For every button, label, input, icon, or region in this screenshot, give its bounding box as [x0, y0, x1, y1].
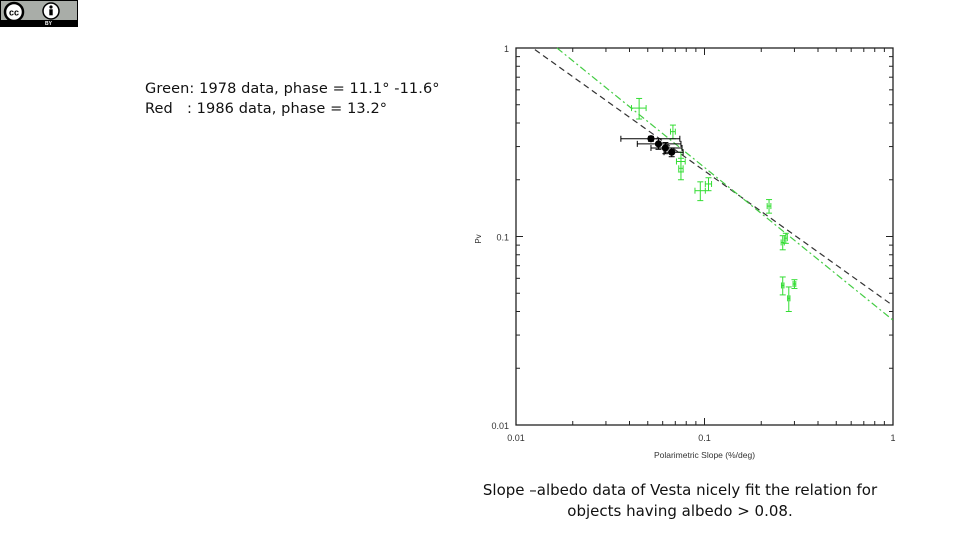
plot-frame: [515, 47, 894, 426]
x-tick-label: 0.01: [507, 433, 525, 443]
legend-green-row: Green: 1978 data, phase = 11.1° -11.6°: [145, 79, 440, 99]
legend-note: Green: 1978 data, phase = 11.1° -11.6° R…: [145, 79, 440, 119]
badge-strip: [1, 20, 77, 26]
y-axis-label: Pv: [474, 234, 483, 243]
caption-line-2: objects having albedo > 0.08.: [567, 502, 793, 520]
data-point-black: [668, 148, 676, 156]
x-tick-label: 1: [890, 433, 895, 443]
data-point-black: [647, 135, 655, 143]
fit-line-black-dashed: [534, 49, 894, 307]
legend-green-label: Green: [145, 81, 190, 97]
data-point-black: [661, 144, 669, 152]
data-point-black: [654, 140, 663, 148]
caption: Slope –albedo data of Vesta nicely fit t…: [480, 480, 880, 522]
attribution-icon: [42, 2, 60, 20]
legend-red-label: Red: [145, 101, 187, 117]
caption-line-1: Slope –albedo data of Vesta nicely fit t…: [482, 481, 878, 499]
legend-red-text: : 1986 data, phase = 13.2°: [186, 101, 388, 117]
fit-line-green-dashdot: [556, 47, 894, 321]
legend-green-text: : 1978 data, phase = 11.1° -11.6°: [189, 81, 440, 97]
svg-text:cc: cc: [9, 8, 19, 18]
legend-red-row: Red : 1986 data, phase = 13.2°: [145, 99, 440, 119]
badge-by-label: BY: [45, 21, 52, 27]
y-tick-label: 0.01: [491, 421, 509, 431]
x-tick-label: 0.1: [698, 433, 711, 443]
y-tick-label: 1: [504, 44, 509, 54]
axis-ticks: [515, 48, 893, 426]
y-tick-label: 0.1: [496, 233, 509, 243]
series-green: [631, 97, 798, 313]
cc-icon: cc: [3, 1, 25, 23]
x-axis-label: Polarimetric Slope (%/deg): [654, 450, 755, 460]
cc-by-license-badge: cc BY: [0, 0, 78, 27]
